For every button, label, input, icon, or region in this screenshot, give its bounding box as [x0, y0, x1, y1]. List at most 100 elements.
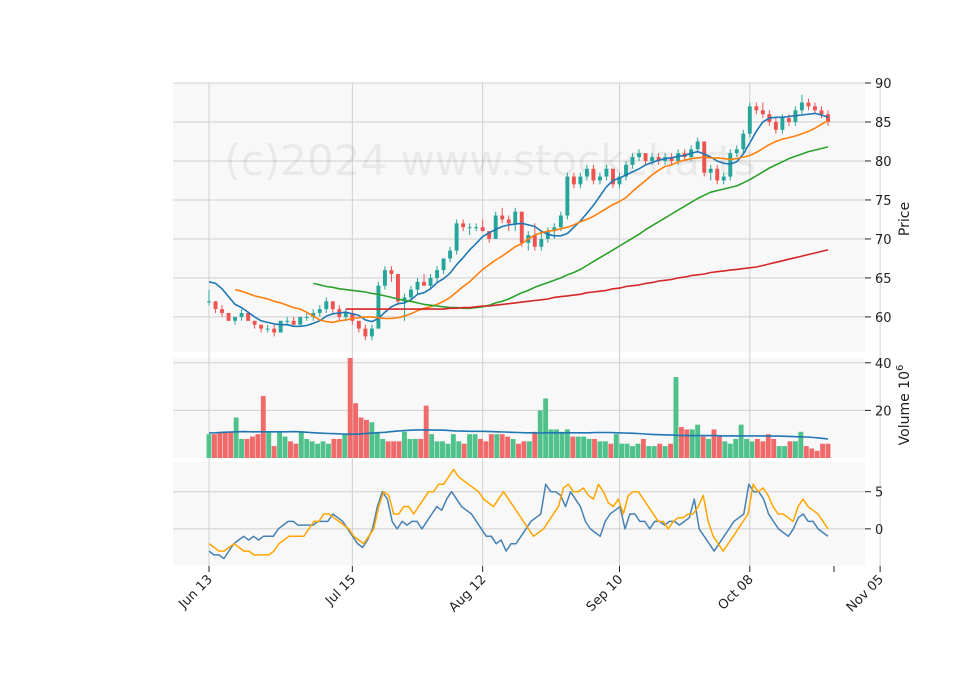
volume-bar	[516, 443, 521, 458]
volume-bar	[711, 429, 717, 458]
candle-body	[259, 324, 264, 329]
volume-bar	[749, 441, 755, 458]
candle-body	[519, 211, 524, 243]
x-tick-label: Jul 15	[322, 572, 359, 609]
price-tick-label: 70	[875, 233, 892, 248]
candle-body	[708, 168, 713, 173]
volume-bar	[260, 396, 266, 458]
volume-bar	[342, 434, 348, 458]
volume-bar	[825, 443, 831, 458]
price-tick-label: 65	[875, 272, 892, 287]
volume-bar	[277, 431, 283, 458]
volume-bar	[412, 438, 418, 458]
candle-body	[813, 106, 817, 111]
moving-average-line	[313, 146, 829, 310]
candle-body	[493, 215, 498, 239]
candle-body	[435, 270, 440, 278]
volume-bar	[782, 446, 788, 458]
volume-bar	[402, 431, 407, 458]
moving-average-line	[208, 112, 829, 328]
candle-body	[487, 231, 492, 239]
candle-body	[584, 168, 589, 177]
volume-bar	[478, 438, 483, 458]
volume-bar	[543, 398, 549, 458]
volume-bar	[787, 441, 793, 458]
volume-bar	[613, 434, 619, 458]
candle-body	[591, 168, 596, 181]
price-tick-label: 80	[875, 155, 892, 170]
candle-body	[669, 157, 674, 161]
candle-body	[246, 313, 251, 321]
volume-bar	[499, 434, 505, 458]
volume-bar	[380, 438, 386, 458]
candle-body	[806, 102, 811, 107]
volume-bar	[630, 446, 635, 458]
volume-bar	[488, 434, 494, 458]
candle-body	[207, 301, 211, 303]
candle-body	[474, 227, 479, 229]
volume-bar	[597, 441, 603, 458]
volume-bar	[429, 434, 435, 458]
volume-bar	[407, 438, 413, 458]
volume-average-line	[208, 429, 829, 440]
volume-bar	[608, 443, 614, 458]
volume-bar	[271, 446, 277, 458]
volume-bar	[423, 405, 429, 458]
volume-bar	[309, 441, 315, 458]
volume-bar	[684, 429, 690, 458]
volume-bar	[581, 436, 587, 458]
candle-body	[396, 274, 400, 302]
candle-body	[278, 320, 283, 333]
candle-body	[454, 223, 459, 251]
volume-tick-label: 40	[875, 357, 892, 372]
candle-body	[773, 121, 778, 130]
candle-body	[558, 215, 563, 228]
candle-body	[428, 277, 433, 286]
volume-bar	[570, 436, 576, 458]
candle-body	[265, 328, 270, 330]
volume-bar	[418, 438, 424, 458]
candle-body	[233, 316, 238, 321]
candle-body	[389, 270, 394, 275]
volume-bar	[640, 438, 646, 458]
volume-bar	[624, 443, 630, 458]
volume-bar	[391, 441, 397, 458]
volume-bar	[456, 441, 462, 458]
volume-bar	[483, 441, 489, 458]
volume-bar	[716, 436, 722, 458]
volume-bar	[668, 443, 673, 458]
moving-average-line	[234, 119, 829, 324]
volume-bar	[228, 431, 234, 458]
volume-bar	[771, 438, 777, 458]
candle-body	[754, 106, 759, 111]
price-panel	[207, 94, 830, 341]
volume-bar	[526, 441, 532, 458]
candle-body	[448, 250, 453, 259]
volume-bar	[255, 434, 261, 458]
candle-body	[624, 164, 628, 177]
volume-bar	[695, 424, 701, 458]
oscillator-tick-label: 5	[875, 486, 883, 501]
volume-bar	[559, 431, 565, 458]
x-tick-label: Nov 05	[844, 572, 887, 615]
x-tick-label: Jun 13	[176, 572, 216, 612]
volume-bar	[792, 441, 798, 458]
volume-bar	[445, 443, 451, 458]
volume-bar	[646, 446, 652, 458]
candle-body	[721, 176, 726, 181]
volume-bar	[266, 431, 272, 458]
volume-panel	[206, 358, 831, 458]
volume-bar	[678, 427, 684, 458]
candle-body	[356, 320, 361, 329]
volume-bar	[635, 443, 641, 458]
candle-body	[597, 176, 602, 181]
volume-bar	[727, 443, 733, 458]
volume-bar	[744, 438, 749, 458]
candle-body	[272, 328, 277, 333]
candle-body	[695, 141, 700, 150]
price-axis-label: Price	[897, 202, 913, 236]
volume-bar	[554, 429, 559, 458]
candle-body	[539, 238, 544, 247]
oscillator-panel	[208, 468, 829, 560]
candle-body	[819, 110, 824, 115]
